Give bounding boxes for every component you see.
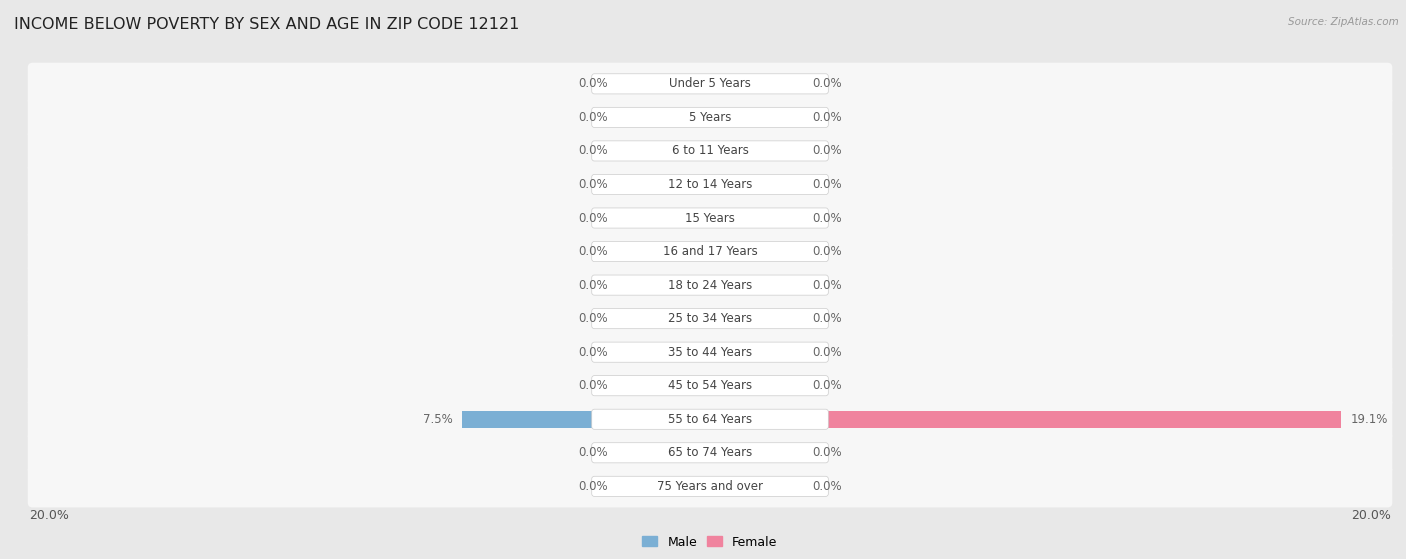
Text: 0.0%: 0.0% <box>578 278 607 292</box>
Text: 0.0%: 0.0% <box>813 111 842 124</box>
Bar <box>617 444 710 462</box>
Text: 0.0%: 0.0% <box>813 312 842 325</box>
FancyBboxPatch shape <box>28 465 1392 508</box>
FancyBboxPatch shape <box>592 107 828 127</box>
FancyBboxPatch shape <box>28 264 1392 306</box>
Text: 35 to 44 Years: 35 to 44 Years <box>668 345 752 359</box>
Text: 45 to 54 Years: 45 to 54 Years <box>668 379 752 392</box>
FancyBboxPatch shape <box>592 241 828 262</box>
Bar <box>617 343 710 361</box>
FancyBboxPatch shape <box>28 130 1392 172</box>
Text: 0.0%: 0.0% <box>578 111 607 124</box>
Text: 0.0%: 0.0% <box>578 345 607 359</box>
Text: 0.0%: 0.0% <box>578 446 607 459</box>
Bar <box>710 209 803 227</box>
Text: 0.0%: 0.0% <box>813 77 842 91</box>
FancyBboxPatch shape <box>28 96 1392 139</box>
FancyBboxPatch shape <box>28 197 1392 239</box>
Bar <box>617 477 710 495</box>
FancyBboxPatch shape <box>592 409 828 429</box>
FancyBboxPatch shape <box>592 141 828 161</box>
FancyBboxPatch shape <box>28 297 1392 340</box>
Text: 15 Years: 15 Years <box>685 211 735 225</box>
Text: 18 to 24 Years: 18 to 24 Years <box>668 278 752 292</box>
Text: 0.0%: 0.0% <box>813 480 842 493</box>
Bar <box>617 377 710 395</box>
Bar <box>617 142 710 160</box>
Text: 5 Years: 5 Years <box>689 111 731 124</box>
Text: 75 Years and over: 75 Years and over <box>657 480 763 493</box>
Text: 0.0%: 0.0% <box>813 245 842 258</box>
Text: 0.0%: 0.0% <box>813 278 842 292</box>
Text: 0.0%: 0.0% <box>578 178 607 191</box>
FancyBboxPatch shape <box>592 443 828 463</box>
Bar <box>710 108 803 126</box>
Bar <box>710 142 803 160</box>
Legend: Male, Female: Male, Female <box>637 530 783 553</box>
Bar <box>617 276 710 294</box>
FancyBboxPatch shape <box>592 476 828 496</box>
Bar <box>463 410 710 428</box>
Bar <box>710 410 1341 428</box>
Text: 6 to 11 Years: 6 to 11 Years <box>672 144 748 158</box>
Bar <box>710 243 803 260</box>
Bar <box>710 176 803 193</box>
Text: 25 to 34 Years: 25 to 34 Years <box>668 312 752 325</box>
FancyBboxPatch shape <box>28 432 1392 474</box>
Text: Source: ZipAtlas.com: Source: ZipAtlas.com <box>1288 17 1399 27</box>
Text: 65 to 74 Years: 65 to 74 Years <box>668 446 752 459</box>
Text: 12 to 14 Years: 12 to 14 Years <box>668 178 752 191</box>
Bar <box>710 477 803 495</box>
FancyBboxPatch shape <box>592 74 828 94</box>
FancyBboxPatch shape <box>592 342 828 362</box>
Bar <box>710 377 803 395</box>
Bar <box>710 75 803 93</box>
Bar <box>710 343 803 361</box>
FancyBboxPatch shape <box>592 309 828 329</box>
Text: 0.0%: 0.0% <box>813 379 842 392</box>
Text: 0.0%: 0.0% <box>813 144 842 158</box>
FancyBboxPatch shape <box>28 331 1392 373</box>
Text: 0.0%: 0.0% <box>578 245 607 258</box>
Text: 0.0%: 0.0% <box>813 178 842 191</box>
Text: 7.5%: 7.5% <box>423 413 453 426</box>
Text: 0.0%: 0.0% <box>578 144 607 158</box>
FancyBboxPatch shape <box>592 174 828 195</box>
Bar <box>617 108 710 126</box>
Bar <box>617 176 710 193</box>
Text: 0.0%: 0.0% <box>813 446 842 459</box>
Bar <box>617 75 710 93</box>
Text: 0.0%: 0.0% <box>578 211 607 225</box>
Text: 0.0%: 0.0% <box>813 345 842 359</box>
FancyBboxPatch shape <box>592 275 828 295</box>
Bar <box>710 310 803 328</box>
Bar <box>617 310 710 328</box>
Bar <box>617 209 710 227</box>
Text: 19.1%: 19.1% <box>1351 413 1388 426</box>
Text: INCOME BELOW POVERTY BY SEX AND AGE IN ZIP CODE 12121: INCOME BELOW POVERTY BY SEX AND AGE IN Z… <box>14 17 519 32</box>
Text: Under 5 Years: Under 5 Years <box>669 77 751 91</box>
Text: 0.0%: 0.0% <box>578 480 607 493</box>
Bar <box>710 444 803 462</box>
FancyBboxPatch shape <box>28 364 1392 407</box>
Text: 0.0%: 0.0% <box>578 379 607 392</box>
Text: 55 to 64 Years: 55 to 64 Years <box>668 413 752 426</box>
FancyBboxPatch shape <box>592 208 828 228</box>
Bar <box>710 276 803 294</box>
FancyBboxPatch shape <box>28 163 1392 206</box>
Text: 0.0%: 0.0% <box>813 211 842 225</box>
FancyBboxPatch shape <box>28 230 1392 273</box>
Bar <box>617 243 710 260</box>
FancyBboxPatch shape <box>28 398 1392 440</box>
Text: 0.0%: 0.0% <box>578 312 607 325</box>
Text: 0.0%: 0.0% <box>578 77 607 91</box>
Text: 16 and 17 Years: 16 and 17 Years <box>662 245 758 258</box>
FancyBboxPatch shape <box>592 376 828 396</box>
FancyBboxPatch shape <box>28 63 1392 105</box>
